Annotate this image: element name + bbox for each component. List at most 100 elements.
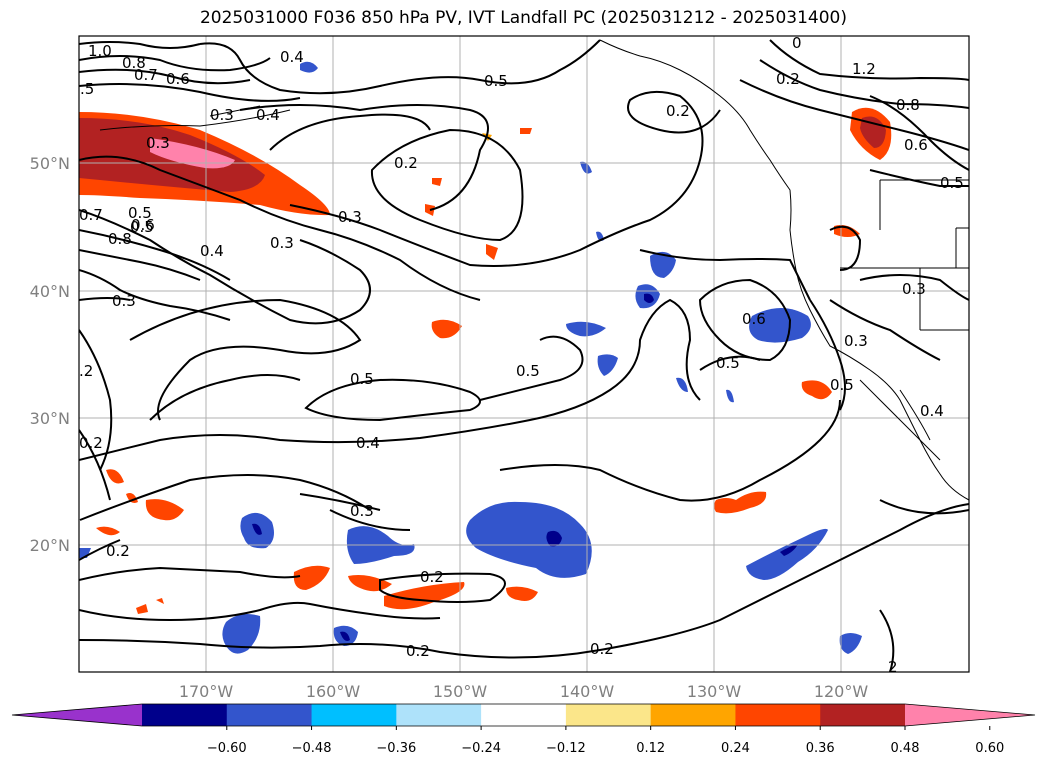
grid-lines xyxy=(79,36,969,672)
colorbar-extend-low xyxy=(12,704,142,726)
clabel: 0.2 xyxy=(776,70,800,88)
shade-pink-core xyxy=(150,138,235,169)
shade-blue-d xyxy=(650,251,676,278)
clabel: 0.7 xyxy=(134,66,158,84)
colorbar-tick-label: −0.24 xyxy=(461,741,501,756)
colorbar-tick-label: 0.48 xyxy=(891,741,920,756)
colorbar-segment xyxy=(820,704,906,726)
shade-blue-q xyxy=(839,633,862,654)
clabel: 0.3 xyxy=(350,502,374,520)
clabel: 0.4 xyxy=(920,402,944,420)
clabel: .2 xyxy=(79,362,93,380)
clabel: 0.4 xyxy=(256,106,280,124)
clabel: .5 xyxy=(80,80,94,98)
colorbar-tick-label: 0.36 xyxy=(806,741,835,756)
shade-orange-s3 xyxy=(145,499,184,521)
lon-tick: 150°W xyxy=(433,682,488,701)
clabel: 0.2 xyxy=(79,434,103,452)
clabel: 0.2 xyxy=(106,542,130,560)
clabel: 0.8 xyxy=(896,96,920,114)
colorbar-tick-label: 0.12 xyxy=(636,741,665,756)
shade-blue-n-core xyxy=(780,544,798,556)
clabel: 0.5 xyxy=(484,72,508,90)
shade-orange-h xyxy=(801,380,832,400)
clabel: 0.4 xyxy=(356,434,380,452)
shade-blue-b xyxy=(580,161,592,174)
clabel: 0.6 xyxy=(904,136,928,154)
clabel: 0.8 xyxy=(108,230,132,248)
shade-blue-p-core xyxy=(340,631,350,641)
shade-orange-s5 xyxy=(293,565,330,590)
shade-blue-o xyxy=(222,614,261,654)
shade-orange-s10 xyxy=(136,604,148,614)
clabel: 0.6 xyxy=(166,70,190,88)
shade-blue-k xyxy=(466,501,592,578)
coastlines xyxy=(99,39,969,501)
lon-tick: 130°W xyxy=(687,682,742,701)
shade-orange-s6 xyxy=(348,575,392,592)
shade-blue-a xyxy=(300,61,318,73)
clabel: 0.5 xyxy=(516,362,540,380)
colorbar-segment xyxy=(735,704,821,726)
shaded-regions xyxy=(79,61,892,654)
clabel: 1.0 xyxy=(88,42,112,60)
clabel: 0.6 xyxy=(131,216,155,234)
clabel: 0.5 xyxy=(716,354,740,372)
map-frame xyxy=(78,35,970,673)
shade-orange-s7 xyxy=(384,582,465,610)
map-title: 2025031000 F036 850 hPa PV, IVT Landfall… xyxy=(199,8,847,28)
lat-tick: 50°N xyxy=(30,154,70,173)
lon-tick: 140°W xyxy=(560,682,615,701)
colorbar-segment xyxy=(226,704,313,726)
clabel: 0.3 xyxy=(338,208,362,226)
clabel: 0.3 xyxy=(902,280,926,298)
clabel: 0.2 xyxy=(406,642,430,660)
shade-blue-e-core xyxy=(644,293,654,303)
clabel: 0.2 xyxy=(590,640,614,658)
lon-tick: 120°W xyxy=(814,682,869,701)
colorbar-segment xyxy=(142,704,228,726)
shade-orange-e xyxy=(486,244,498,260)
shade-orange-s1 xyxy=(106,469,124,484)
lon-tick: 170°W xyxy=(179,682,234,701)
shade-orange-s9 xyxy=(714,491,767,514)
shade-blue-f xyxy=(566,321,606,337)
clabel: 0.3 xyxy=(112,292,136,310)
shade-orange-s4 xyxy=(96,526,120,536)
shade-orange-s11 xyxy=(156,598,164,604)
clabel: 0.5 xyxy=(830,376,854,394)
shade-blue-h xyxy=(676,377,688,392)
colorbar: −0.60 −0.48 −0.36 −0.24 −0.12 0.12 0.24 0.36 0.4… xyxy=(11,703,1036,756)
clabel: 0.5 xyxy=(130,218,154,236)
shade-orange-s8 xyxy=(506,586,538,601)
colorbar-segment xyxy=(481,704,567,726)
clabel: 0.3 xyxy=(844,332,868,350)
shade-orange-f xyxy=(431,319,462,339)
lon-axis-labels: 170°W 160°W 150°W 140°W 130°W 120°W xyxy=(179,682,869,701)
shade-blue-g xyxy=(597,354,618,376)
colorbar-segment xyxy=(565,704,652,726)
clabel: 0.2 xyxy=(666,102,690,120)
clabel: 0.3 xyxy=(146,134,170,152)
contour-labels: 1.0 0.8 0.7 0.6 .5 0.4 0.3 0.2 0.3 0.5 0… xyxy=(79,34,964,676)
lat-tick: 30°N xyxy=(30,409,70,428)
clabel: 0.4 xyxy=(200,242,224,260)
clabel: 0.4 xyxy=(280,48,304,66)
clabel: 0.5 xyxy=(350,370,374,388)
shade-blue-i xyxy=(726,389,734,403)
shade-orange-c xyxy=(432,178,442,186)
shade-blue-l-core xyxy=(252,523,262,535)
colorbar-tick-label: −0.60 xyxy=(207,741,247,756)
clabel: 0.3 xyxy=(270,234,294,252)
colorbar-tick-label: −0.48 xyxy=(292,741,332,756)
colorbar-segment xyxy=(650,704,736,726)
clabel: 0.3 xyxy=(210,106,234,124)
lat-tick: 20°N xyxy=(30,536,70,555)
clabel: 0.2 xyxy=(394,154,418,172)
colorbar-ticks: −0.60 −0.48 −0.36 −0.24 −0.12 0.12 0.24 0.36 0.4… xyxy=(207,726,1004,756)
clabel: 0 xyxy=(792,34,802,52)
clabel: 0.5 xyxy=(940,174,964,192)
colorbar-segment xyxy=(311,704,397,726)
colorbar-outline xyxy=(11,703,1036,727)
